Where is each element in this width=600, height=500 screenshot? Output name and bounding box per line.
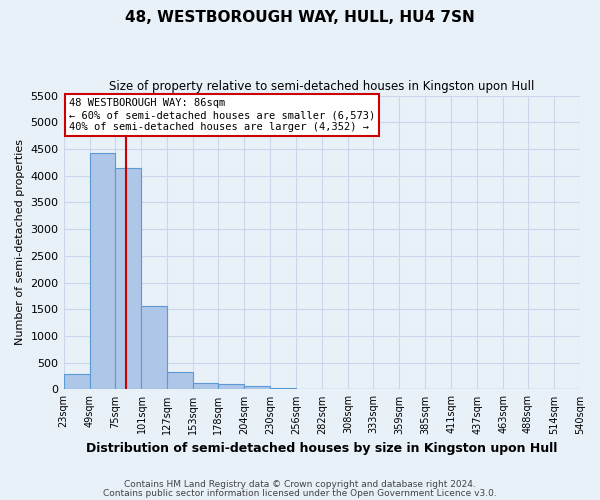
Text: Contains public sector information licensed under the Open Government Licence v3: Contains public sector information licen…	[103, 488, 497, 498]
Y-axis label: Number of semi-detached properties: Number of semi-detached properties	[15, 140, 25, 346]
X-axis label: Distribution of semi-detached houses by size in Kingston upon Hull: Distribution of semi-detached houses by …	[86, 442, 557, 455]
Bar	[218, 384, 244, 390]
Bar	[271, 388, 296, 390]
Bar	[193, 383, 218, 390]
Text: 48, WESTBOROUGH WAY, HULL, HU4 7SN: 48, WESTBOROUGH WAY, HULL, HU4 7SN	[125, 10, 475, 25]
Bar	[64, 374, 89, 390]
Bar	[115, 168, 142, 390]
Title: Size of property relative to semi-detached houses in Kingston upon Hull: Size of property relative to semi-detach…	[109, 80, 535, 93]
Text: Contains HM Land Registry data © Crown copyright and database right 2024.: Contains HM Land Registry data © Crown c…	[124, 480, 476, 489]
Bar	[89, 154, 115, 390]
Bar	[167, 372, 193, 390]
Bar	[142, 306, 167, 390]
Text: 48 WESTBOROUGH WAY: 86sqm
← 60% of semi-detached houses are smaller (6,573)
40% : 48 WESTBOROUGH WAY: 86sqm ← 60% of semi-…	[69, 98, 375, 132]
Bar	[244, 386, 271, 390]
